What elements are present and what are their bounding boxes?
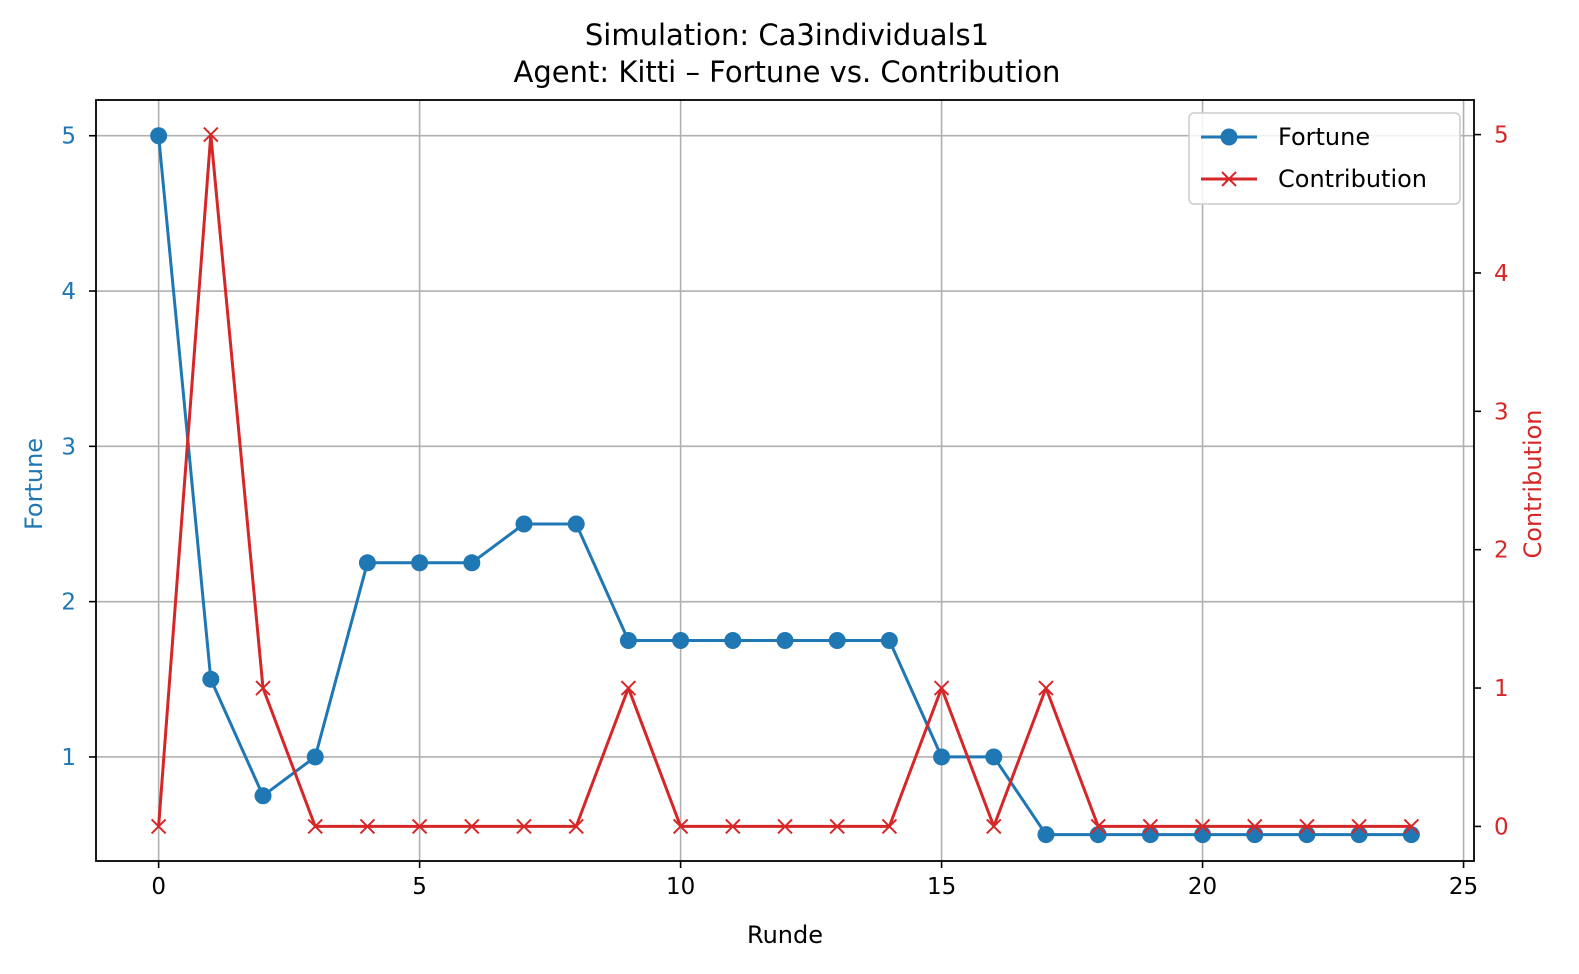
contribution-point bbox=[881, 818, 898, 835]
y-left-tick-label: 3 bbox=[61, 434, 76, 460]
fortune-point bbox=[828, 631, 846, 649]
contribution-point bbox=[829, 818, 845, 835]
contribution-point bbox=[1194, 818, 1211, 835]
legend-fortune-label: Fortune bbox=[1278, 123, 1370, 151]
contribution-point bbox=[933, 680, 950, 696]
fortune-point bbox=[463, 554, 481, 572]
chart-title: Simulation: Ca3individuals1 bbox=[585, 18, 989, 52]
plot-frame bbox=[95, 99, 1475, 862]
fortune-point bbox=[515, 515, 533, 533]
fortune-point bbox=[1350, 826, 1368, 844]
fortune-point bbox=[776, 631, 794, 649]
contribution-point bbox=[1351, 818, 1367, 835]
contribution-point bbox=[1090, 818, 1106, 835]
fortune-point bbox=[411, 554, 429, 572]
contribution-point bbox=[203, 126, 219, 143]
x-tick-label: 10 bbox=[666, 874, 695, 900]
contribution-point bbox=[411, 818, 428, 835]
contribution-point bbox=[1142, 818, 1159, 835]
x-tick-label: 25 bbox=[1449, 874, 1478, 900]
contribution-point bbox=[307, 818, 323, 835]
y-left-tick-label: 2 bbox=[61, 590, 76, 616]
legend-contribution-label: Contribution bbox=[1278, 165, 1427, 193]
fortune-point bbox=[1402, 826, 1420, 844]
x-tick-label: 20 bbox=[1188, 874, 1217, 900]
legend-contribution-marker bbox=[1221, 171, 1237, 187]
contribution-point bbox=[568, 818, 584, 835]
fortune-point bbox=[1037, 826, 1055, 844]
fortune-point bbox=[567, 515, 585, 533]
contribution-point bbox=[620, 680, 637, 696]
x-tick-label: 0 bbox=[151, 874, 166, 900]
y-right-tick-label: 2 bbox=[1494, 538, 1509, 564]
fortune-point bbox=[1141, 826, 1159, 844]
contribution-point bbox=[1247, 818, 1263, 835]
y-right-tick-label: 3 bbox=[1494, 399, 1509, 425]
legend: Fortune Contribution bbox=[1188, 112, 1461, 205]
fortune-point bbox=[933, 748, 951, 766]
ticks: 0 5 10 15 20 25 1 2 3 4 5 0 1 2 3 4 5 bbox=[61, 123, 1508, 900]
contribution-point bbox=[725, 818, 741, 835]
fortune-point bbox=[672, 631, 690, 649]
fortune-point bbox=[1246, 826, 1264, 844]
fortune-point bbox=[254, 787, 272, 805]
contribution-point bbox=[986, 818, 1002, 835]
y-right-tick-label: 5 bbox=[1494, 123, 1509, 149]
y-left-tick-label: 5 bbox=[61, 124, 76, 150]
contribution-point bbox=[1038, 680, 1054, 696]
fortune-point bbox=[1089, 826, 1107, 844]
fortune-point bbox=[306, 748, 324, 766]
fortune-point bbox=[1298, 826, 1316, 844]
fortune-point bbox=[985, 748, 1003, 766]
series bbox=[150, 126, 1420, 844]
contribution-point bbox=[1299, 818, 1315, 835]
legend-item-fortune: Fortune bbox=[1201, 123, 1370, 151]
contribution-point bbox=[777, 818, 793, 835]
y-right-tick-label: 1 bbox=[1494, 676, 1509, 702]
contribution-point bbox=[359, 818, 376, 835]
contribution-point bbox=[255, 680, 271, 696]
y-right-tick-label: 4 bbox=[1494, 261, 1509, 287]
y-right-tick-label: 0 bbox=[1494, 814, 1509, 840]
contribution-point bbox=[464, 818, 480, 835]
contribution-point bbox=[672, 818, 689, 835]
y-left-tick-label: 4 bbox=[61, 279, 76, 305]
legend-fortune-marker bbox=[1220, 128, 1238, 146]
contribution-point bbox=[150, 818, 167, 835]
x-axis-label: Runde bbox=[747, 921, 823, 949]
fortune-point bbox=[880, 631, 898, 649]
fortune-point bbox=[619, 631, 637, 649]
fortune-point bbox=[358, 554, 376, 572]
y-axis-left-label: Fortune bbox=[20, 438, 48, 530]
fortune-point bbox=[724, 631, 742, 649]
y-axis-right-label: Contribution bbox=[1519, 409, 1547, 558]
contribution-point bbox=[1403, 818, 1420, 835]
x-tick-label: 5 bbox=[412, 874, 427, 900]
fortune-point bbox=[150, 127, 168, 145]
fortune-point bbox=[1194, 826, 1212, 844]
chart-subtitle: Agent: Kitti – Fortune vs. Contribution bbox=[514, 55, 1061, 89]
contribution-point bbox=[516, 818, 532, 835]
legend-item-contribution: Contribution bbox=[1201, 165, 1427, 193]
y-left-tick-label: 1 bbox=[61, 745, 76, 771]
fortune-point bbox=[202, 670, 220, 688]
x-tick-label: 15 bbox=[927, 874, 956, 900]
